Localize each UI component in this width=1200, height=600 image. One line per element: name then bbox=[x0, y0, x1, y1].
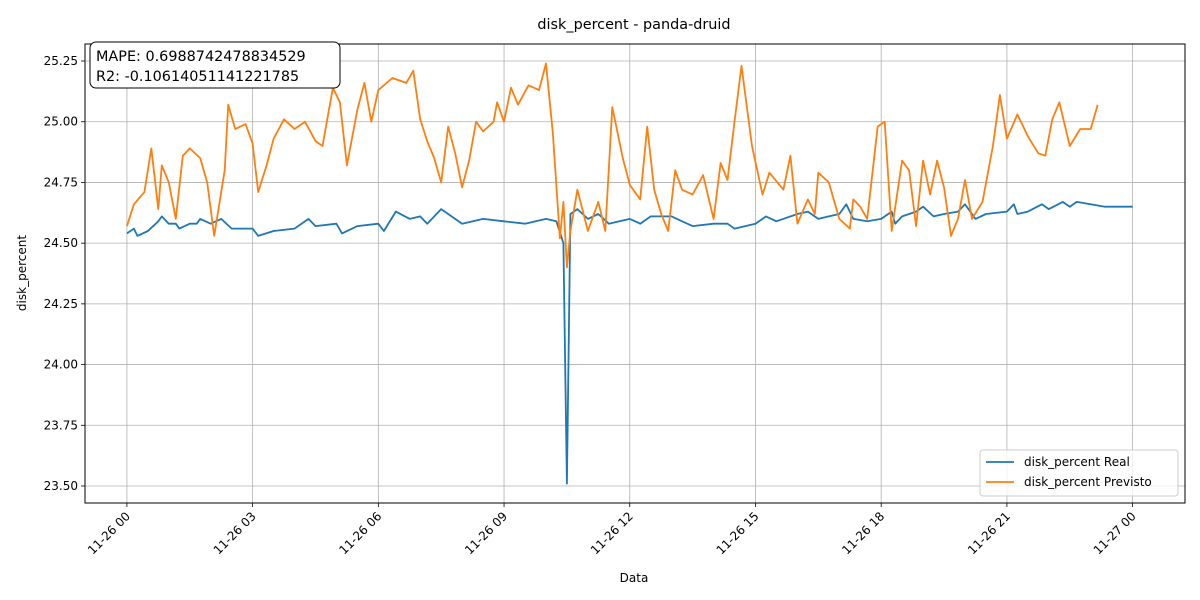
y-tick-label: 25.25 bbox=[44, 54, 78, 68]
y-tick-label: 25.00 bbox=[44, 115, 78, 129]
legend: disk_percent Real disk_percent Previsto bbox=[979, 449, 1179, 497]
series-line-previsto bbox=[126, 62, 1099, 269]
legend-box bbox=[979, 449, 1179, 497]
y-tick-label: 24.75 bbox=[44, 175, 78, 189]
plot-frame bbox=[84, 43, 1186, 504]
y-tick-label: 24.25 bbox=[44, 297, 78, 311]
mape-text: MAPE: 0.6988742478834529 bbox=[96, 49, 306, 65]
y-tick-label: 23.75 bbox=[44, 418, 78, 432]
legend-label-previsto: disk_percent Previsto bbox=[1024, 475, 1152, 489]
metrics-annotation: MAPE: 0.6988742478834529 R2: -0.10614051… bbox=[89, 41, 341, 89]
y-axis-label: disk_percent bbox=[15, 235, 29, 311]
y-tick-label: 24.50 bbox=[44, 236, 78, 250]
series-layer bbox=[126, 62, 1133, 485]
y-tick-label: 23.50 bbox=[44, 479, 78, 493]
chart-title: disk_percent - panda-druid bbox=[537, 17, 730, 33]
y-axis: 23.50 23.75 24.00 24.25 24.50 24.75 25.00 25.25 bbox=[44, 54, 85, 493]
annotation-box bbox=[89, 41, 341, 89]
x-axis-label: Data bbox=[620, 571, 649, 585]
legend-label-real: disk_percent Real bbox=[1024, 455, 1130, 469]
series-line-real bbox=[126, 200, 1133, 485]
r2-text: R2: -0.10614051141221785 bbox=[96, 69, 299, 85]
y-tick-label: 24.00 bbox=[44, 358, 78, 372]
